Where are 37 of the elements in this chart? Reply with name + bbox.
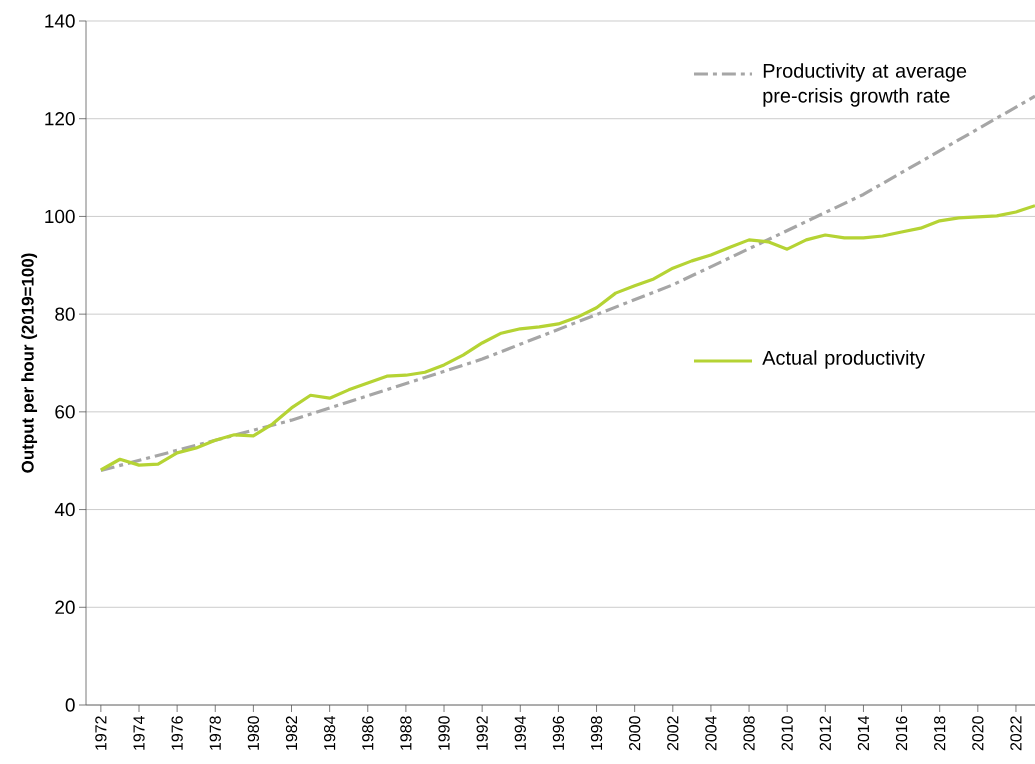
x-tick-label: 2012 (819, 716, 831, 751)
y-tick-label: 60 (55, 405, 75, 419)
y-tick-label: 80 (55, 307, 75, 321)
legend-label: Actual productivity (762, 350, 925, 369)
x-tick-label: 1988 (400, 716, 412, 750)
y-tick-label: 40 (54, 502, 75, 517)
x-tick-label: 1982 (285, 716, 298, 750)
x-tick-label: 2000 (629, 716, 641, 751)
x-tick-label: 2010 (781, 716, 793, 751)
x-tick-label: 1986 (362, 716, 374, 750)
x-tick-label: 1976 (171, 716, 183, 750)
x-tick-label: 1984 (324, 716, 336, 750)
y-axis-title: Output per hour (2019=100) (21, 253, 38, 473)
x-tick-label: 2008 (743, 716, 755, 751)
x-tick-label: 1992 (476, 716, 488, 750)
x-tick-label: 2014 (857, 716, 870, 751)
y-tick-label: 120 (45, 112, 75, 126)
x-tick-label: 2004 (705, 716, 717, 751)
x-tick-label: 1980 (247, 716, 260, 750)
x-tick-label: 1978 (209, 716, 221, 750)
x-tick-label: 2020 (972, 716, 984, 751)
x-tick-label: 1972 (95, 716, 107, 750)
x-tick-label: 2018 (934, 716, 946, 751)
legend-label: Productivity at average pre-crisis growth rate (763, 63, 967, 107)
x-tick-label: 2016 (895, 716, 908, 751)
x-tick-label: 1994 (514, 716, 526, 750)
y-tick-label: 20 (55, 600, 75, 614)
x-tick-label: 1998 (590, 716, 603, 750)
x-tick-label: 2022 (1010, 716, 1022, 751)
y-tick-label: 140 (45, 14, 75, 28)
y-tick-label: 0 (65, 698, 75, 712)
x-tick-label: 2002 (667, 716, 679, 751)
x-tick-label: 1990 (438, 716, 450, 750)
x-tick-label: 1996 (552, 716, 565, 750)
y-tick-label: 100 (45, 209, 75, 224)
line-series (99, 204, 1035, 472)
x-tick-label: 1974 (133, 716, 145, 750)
